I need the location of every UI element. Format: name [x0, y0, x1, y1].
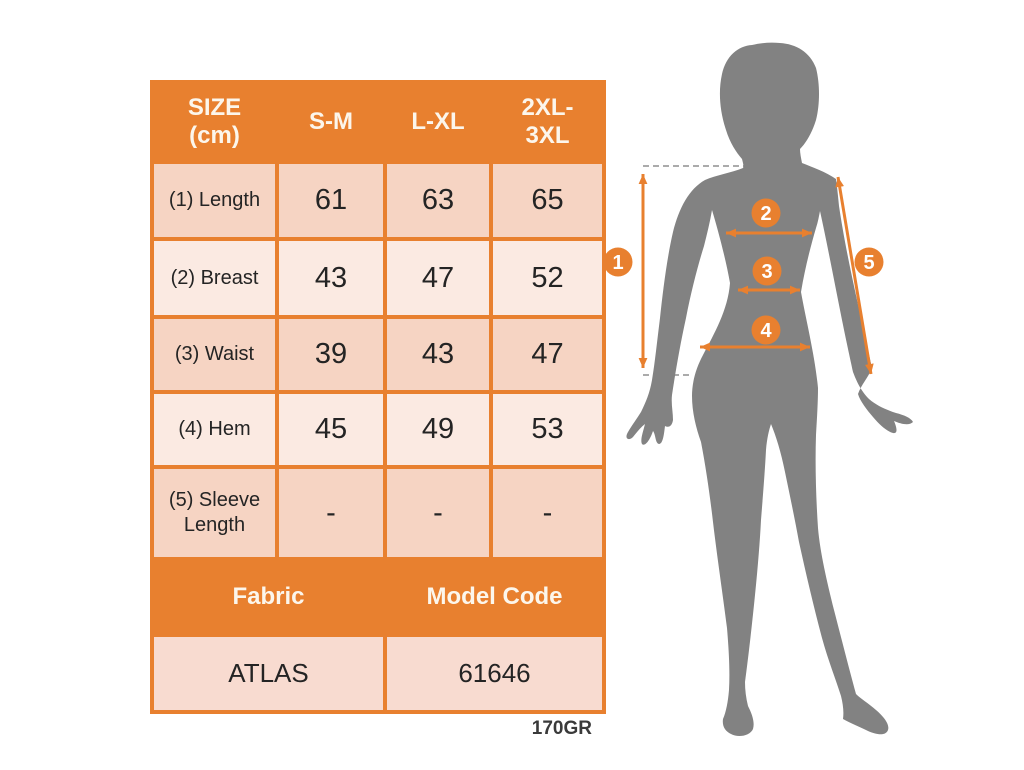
cell-sleeve-2xl-3xl: - [493, 469, 602, 557]
row-label-sleeve-length: (5) Sleeve Length [154, 469, 275, 557]
model-code-value: 61646 [387, 637, 602, 710]
col-header-2xl-3xl: 2XL- 3XL [493, 84, 602, 160]
cell-waist-2xl-3xl: 47 [493, 319, 602, 390]
row-label-length: (1) Length [154, 164, 275, 237]
row-label-breast: (2) Breast [154, 241, 275, 315]
badge-2: 2 [751, 198, 781, 228]
badge-4: 4 [751, 315, 781, 345]
col-header-s-m: S-M [279, 84, 383, 160]
col-header-l-xl: L-XL [387, 84, 489, 160]
badge-5: 5 [854, 247, 884, 277]
badge-1: 1 [603, 247, 633, 277]
cell-hem-s-m: 45 [279, 394, 383, 465]
measurement-figure: 1 2 3 4 5 [600, 0, 1024, 765]
cell-breast-s-m: 43 [279, 241, 383, 315]
fabric-header: Fabric [154, 561, 383, 633]
svg-text:1: 1 [612, 252, 623, 274]
model-code-header: Model Code [387, 561, 602, 633]
fabric-weight-note: 170GR [531, 718, 592, 739]
svg-text:4: 4 [760, 320, 772, 342]
svg-text:3: 3 [761, 261, 772, 283]
size-unit-header: SIZE (cm) [154, 84, 275, 160]
female-silhouette [626, 42, 913, 737]
sleeve-measure-arrow [835, 176, 874, 375]
cell-sleeve-s-m: - [279, 469, 383, 557]
cell-hem-l-xl: 49 [387, 394, 489, 465]
fabric-value: ATLAS [154, 637, 383, 710]
figure-svg: 1 2 3 4 5 [603, 42, 913, 737]
cell-sleeve-l-xl: - [387, 469, 489, 557]
svg-text:5: 5 [863, 252, 874, 274]
svg-text:2: 2 [760, 203, 771, 225]
cell-hem-2xl-3xl: 53 [493, 394, 602, 465]
cell-length-l-xl: 63 [387, 164, 489, 237]
row-label-waist: (3) Waist [154, 319, 275, 390]
badge-3: 3 [752, 256, 782, 286]
row-label-hem: (4) Hem [154, 394, 275, 465]
cell-breast-2xl-3xl: 52 [493, 241, 602, 315]
cell-length-s-m: 61 [279, 164, 383, 237]
cell-breast-l-xl: 47 [387, 241, 489, 315]
cell-waist-l-xl: 43 [387, 319, 489, 390]
size-chart-table: SIZE (cm) S-M L-XL 2XL- 3XL (1) Length 6… [150, 80, 606, 714]
cell-length-2xl-3xl: 65 [493, 164, 602, 237]
cell-waist-s-m: 39 [279, 319, 383, 390]
